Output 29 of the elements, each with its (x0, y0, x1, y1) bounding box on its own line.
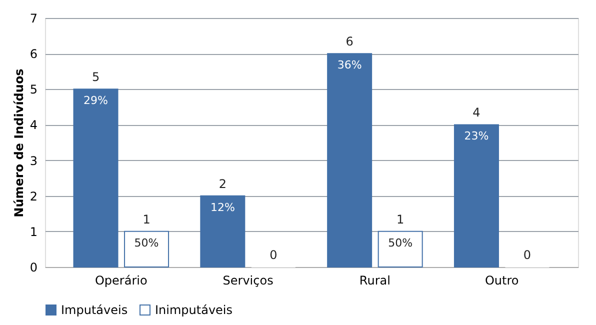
y-tick-label: 3 (30, 154, 38, 168)
data-label: 2 (218, 176, 226, 191)
x-tick-label: Serviços (222, 274, 274, 288)
x-tick-label: Operário (94, 274, 148, 288)
y-tick-label: 2 (30, 189, 38, 204)
legend-label: Imputáveis (61, 303, 128, 317)
y-tick-label: 1 (30, 224, 38, 239)
annotation: 29% (84, 94, 108, 108)
annotation: 12% (210, 200, 235, 214)
legend-label: Inimputáveis (155, 303, 233, 317)
y-axis-title: Número de Indivíduos (12, 68, 26, 218)
y-tick-label: 0 (30, 260, 38, 274)
data-label: 1 (396, 212, 404, 226)
x-tick-label: Rural (359, 274, 390, 288)
data-label: 5 (92, 70, 100, 84)
y-tick-label: 4 (30, 118, 38, 132)
y-tick-label: 5 (30, 82, 38, 97)
x-tick-label: Outro (484, 274, 519, 288)
y-tick-label: 7 (30, 12, 38, 26)
data-label: 4 (472, 106, 480, 120)
data-label: 0 (523, 248, 532, 262)
data-label: 0 (270, 248, 278, 262)
data-label: 1 (142, 212, 150, 226)
data-label: 6 (346, 34, 354, 49)
annotation: 23% (464, 130, 489, 143)
annotation: 36% (337, 58, 362, 72)
annotation: 50% (134, 236, 159, 250)
y-tick-label: 6 (30, 47, 38, 62)
annotation: 50% (388, 236, 413, 250)
